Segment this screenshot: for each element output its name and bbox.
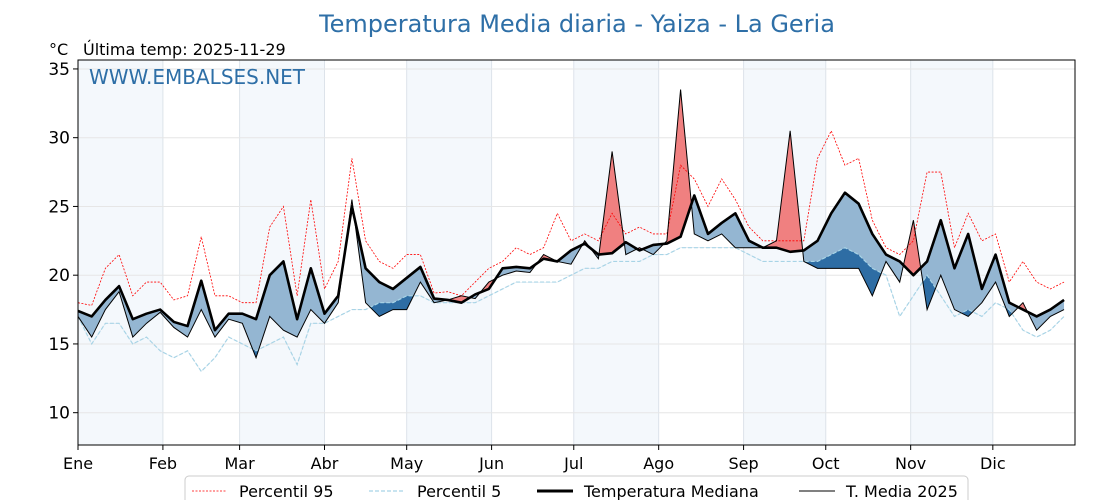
x-tick-label: Sep xyxy=(729,454,759,473)
last-temp-label: Última temp: 2025-11-29 xyxy=(83,40,286,59)
y-tick-label: 10 xyxy=(48,404,70,424)
x-tick-label: Feb xyxy=(149,454,177,473)
y-tick-label: 25 xyxy=(48,197,70,217)
month-band-nov xyxy=(910,60,993,445)
month-band-may xyxy=(406,60,492,445)
chart-title: Temperatura Media diaria - Yaiza - La Ge… xyxy=(318,10,835,38)
series-lines xyxy=(77,89,1065,373)
x-tick-label: Nov xyxy=(895,454,926,473)
x-tick-label: May xyxy=(390,454,423,473)
x-tick-label: Mar xyxy=(225,454,256,473)
x-tick-label: Ago xyxy=(643,454,674,473)
x-tick-label: Dic xyxy=(980,454,1006,473)
legend: Percentil 95 Percentil 5 Temperatura Med… xyxy=(184,475,969,500)
month-band-mar xyxy=(239,60,325,445)
y-tick-label: 15 xyxy=(48,335,70,355)
legend-label-p5: Percentil 5 xyxy=(417,482,501,500)
y-unit-label: °C xyxy=(49,40,68,59)
axes: Ene Feb Mar Abr May Jun Jul Ago Sep Oct Nov Dic 10 15… xyxy=(48,60,1005,473)
legend-label-p95: Percentil 95 xyxy=(239,482,334,500)
month-band-ene xyxy=(78,60,163,445)
series-line-percentil-5 xyxy=(77,247,1065,373)
legend-label-2025: T. Media 2025 xyxy=(845,482,958,500)
y-tick-label: 30 xyxy=(48,129,70,149)
legend-label-median: Temperatura Mediana xyxy=(583,482,759,500)
x-tick-label: Ene xyxy=(63,454,93,473)
watermark: WWW.EMBALSES.NET xyxy=(89,65,306,89)
month-shading xyxy=(78,60,993,445)
series-line-percentil-95 xyxy=(77,129,1065,306)
y-tick-label: 20 xyxy=(48,266,70,286)
x-tick-label: Jun xyxy=(478,454,504,473)
legend-box xyxy=(184,475,969,500)
month-band-jul xyxy=(573,60,659,445)
series-line-temperatura-mediana xyxy=(77,191,1065,332)
x-tick-label: Abr xyxy=(311,454,339,473)
x-tick-label: Oct xyxy=(812,454,840,473)
series-line-t-media-2025 xyxy=(77,89,1065,360)
y-tick-label: 35 xyxy=(48,60,70,80)
x-tick-label: Jul xyxy=(563,454,583,473)
plot-frame xyxy=(77,59,1076,446)
